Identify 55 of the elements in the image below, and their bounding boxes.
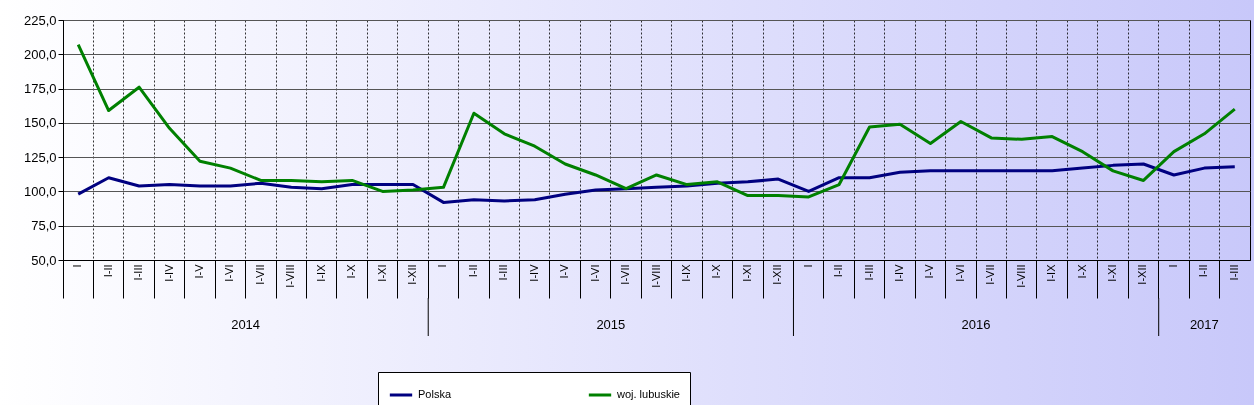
x-tick-label: I-III	[497, 264, 510, 281]
x-tick-label: I-VII	[619, 264, 632, 285]
x-tick-label: I-VI	[588, 264, 601, 282]
x-tick-label: I-XII	[771, 264, 784, 285]
x-tick-label: I-VIII	[649, 264, 662, 288]
x-tick-label: I-XI	[1106, 264, 1119, 282]
x-tick-label: I-VIII	[1014, 264, 1027, 288]
text: 2014	[231, 317, 261, 332]
x-tick-label: I	[436, 264, 449, 268]
x-tick-label: I-II	[832, 264, 845, 278]
x-tick-label: I-IX	[1045, 263, 1058, 282]
line-series	[76, 43, 1237, 199]
x-tick-label: I-V	[558, 263, 571, 279]
x-tick-label: I-VI	[223, 264, 236, 282]
x-tick-label: I-X	[345, 263, 358, 279]
text: 2016	[961, 317, 991, 332]
text: 2017	[1189, 317, 1219, 332]
x-tick-label: I	[71, 264, 84, 268]
x-tick-label: I-IV	[527, 263, 540, 282]
x-tick-label: I-II	[101, 264, 114, 278]
legend-label: woj. lubuskie	[616, 388, 680, 400]
x-tick-label: I-III	[1227, 264, 1240, 281]
y-tick-label: 150,0	[23, 115, 57, 131]
text: 2015	[596, 317, 626, 332]
legend-label: Polska	[418, 388, 452, 400]
x-tick-label: I-II	[466, 264, 479, 278]
x-tick-label: I-V	[923, 263, 936, 279]
x-tick-label: I-XI	[375, 264, 388, 282]
y-tick-label: 200,0	[23, 46, 57, 62]
y-tick-label: 75,0	[31, 218, 57, 234]
x-tick-label: I-XII	[406, 264, 419, 285]
x-tick-label: I	[1166, 264, 1179, 268]
x-tick-label: I-X	[1075, 263, 1088, 279]
y-tick-label: 225,0	[23, 12, 57, 28]
x-tick-label: I-IV	[162, 263, 175, 282]
x-tick-label: I-VI	[953, 264, 966, 282]
x-tick-label: I-IX	[679, 263, 692, 282]
x-tick-label: I-V	[192, 263, 205, 279]
x-tick-label: I-IX	[314, 263, 327, 282]
y-tick-label: 100,0	[23, 183, 57, 199]
y-tick-label: 125,0	[23, 149, 57, 165]
line-series	[76, 162, 1237, 204]
x-tick-label: I-X	[710, 263, 723, 279]
x-tick-label: I-III	[132, 264, 145, 281]
x-tick-label: I-VII	[253, 264, 266, 285]
x-tick-label: I-XII	[1136, 264, 1149, 285]
y-tick-label: 50,0	[31, 252, 57, 268]
x-tick-label: I-VII	[984, 264, 997, 285]
x-tick-label: I-III	[862, 264, 875, 281]
y-tick-label: 175,0	[23, 81, 57, 97]
x-tick-label: I-IV	[892, 263, 905, 282]
x-tick-label: I-XI	[740, 264, 753, 282]
x-tick-label: I	[801, 264, 814, 268]
x-tick-label: I-VIII	[284, 264, 297, 288]
x-tick-label: I-II	[1197, 264, 1210, 278]
